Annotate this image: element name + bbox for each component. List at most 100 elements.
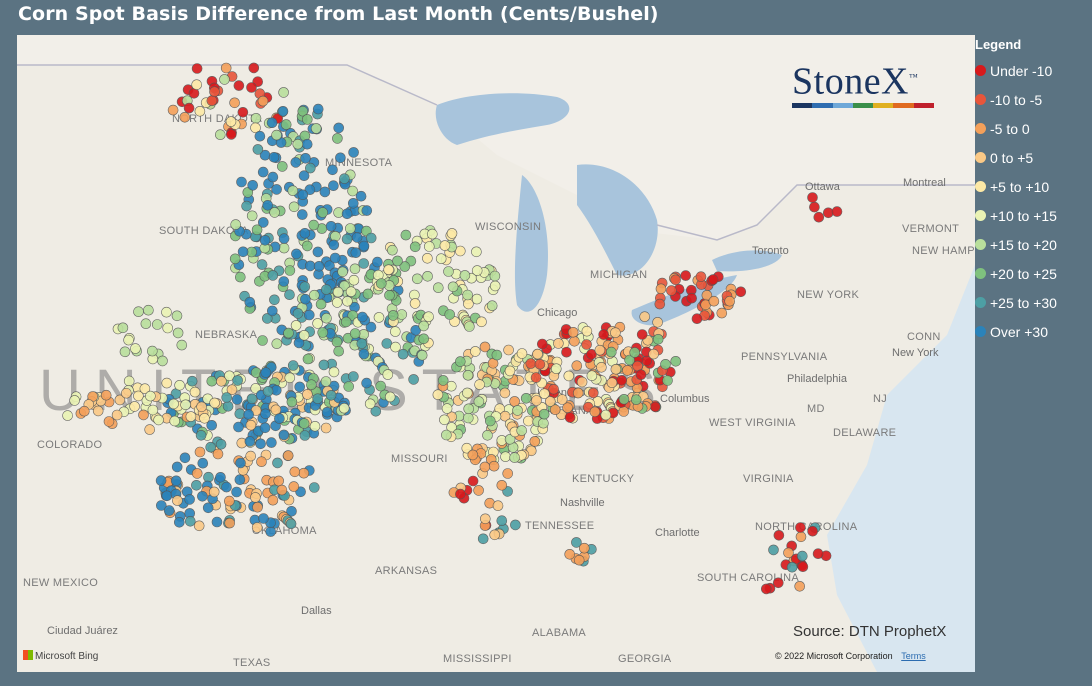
basis-point[interactable] bbox=[312, 318, 323, 329]
basis-point[interactable] bbox=[234, 408, 246, 420]
basis-point[interactable] bbox=[489, 529, 501, 541]
basis-point[interactable] bbox=[423, 311, 434, 323]
basis-point[interactable] bbox=[272, 457, 283, 469]
basis-point[interactable] bbox=[252, 501, 263, 513]
basis-point[interactable] bbox=[328, 366, 340, 378]
basis-point[interactable] bbox=[138, 409, 149, 421]
basis-point[interactable] bbox=[536, 338, 548, 350]
basis-point[interactable] bbox=[289, 466, 301, 478]
basis-point[interactable] bbox=[586, 370, 598, 382]
basis-point[interactable] bbox=[416, 349, 428, 361]
basis-point[interactable] bbox=[486, 300, 498, 312]
basis-point[interactable] bbox=[284, 265, 296, 276]
basis-point[interactable] bbox=[219, 74, 230, 85]
basis-point[interactable] bbox=[260, 408, 271, 420]
basis-point[interactable] bbox=[564, 412, 576, 423]
basis-point[interactable] bbox=[341, 208, 353, 220]
basis-point[interactable] bbox=[479, 461, 491, 473]
basis-point[interactable] bbox=[284, 372, 296, 384]
basis-point[interactable] bbox=[255, 438, 266, 450]
basis-point[interactable] bbox=[191, 468, 203, 479]
basis-point[interactable] bbox=[530, 372, 542, 383]
basis-point[interactable] bbox=[455, 488, 466, 500]
basis-point[interactable] bbox=[220, 62, 232, 74]
basis-point[interactable] bbox=[652, 316, 663, 328]
basis-point[interactable] bbox=[171, 310, 183, 322]
basis-point[interactable] bbox=[338, 402, 350, 414]
basis-point[interactable] bbox=[462, 369, 474, 381]
map-canvas[interactable]: UNITED STATES NORTH DAKOTA MINNESOTA SOUTH… bbox=[17, 35, 975, 672]
basis-point[interactable] bbox=[581, 339, 592, 350]
basis-point[interactable] bbox=[265, 526, 276, 537]
basis-point[interactable] bbox=[422, 253, 433, 264]
basis-point[interactable] bbox=[157, 355, 168, 367]
basis-point[interactable] bbox=[587, 387, 599, 399]
basis-point[interactable] bbox=[156, 500, 167, 511]
basis-point[interactable] bbox=[300, 153, 311, 164]
basis-point[interactable] bbox=[384, 289, 395, 301]
basis-point[interactable] bbox=[344, 223, 356, 234]
basis-point[interactable] bbox=[152, 319, 163, 330]
basis-point[interactable] bbox=[168, 398, 179, 410]
basis-point[interactable] bbox=[193, 520, 205, 532]
basis-point[interactable] bbox=[441, 403, 453, 414]
basis-point[interactable] bbox=[62, 410, 73, 421]
basis-point[interactable] bbox=[276, 161, 288, 172]
basis-point[interactable] bbox=[397, 348, 409, 360]
basis-point[interactable] bbox=[340, 316, 352, 328]
basis-point[interactable] bbox=[556, 394, 568, 405]
basis-point[interactable] bbox=[339, 173, 350, 184]
basis-point[interactable] bbox=[469, 346, 481, 357]
basis-point[interactable] bbox=[183, 102, 195, 114]
basis-point[interactable] bbox=[172, 327, 184, 339]
basis-point[interactable] bbox=[598, 329, 610, 340]
basis-point[interactable] bbox=[100, 389, 112, 401]
basis-point[interactable] bbox=[488, 460, 500, 472]
basis-point[interactable] bbox=[180, 399, 191, 411]
basis-point[interactable] bbox=[304, 162, 316, 174]
basis-point[interactable] bbox=[796, 550, 808, 562]
basis-point[interactable] bbox=[328, 180, 339, 191]
basis-point[interactable] bbox=[686, 292, 698, 304]
basis-point[interactable] bbox=[473, 396, 485, 407]
basis-point[interactable] bbox=[282, 450, 294, 461]
basis-point[interactable] bbox=[418, 333, 430, 345]
basis-point[interactable] bbox=[247, 180, 258, 191]
basis-point[interactable] bbox=[153, 414, 164, 426]
basis-point[interactable] bbox=[439, 240, 451, 251]
basis-point[interactable] bbox=[92, 405, 104, 417]
basis-point[interactable] bbox=[339, 280, 350, 292]
basis-point[interactable] bbox=[276, 484, 288, 496]
basis-point[interactable] bbox=[208, 486, 220, 498]
basis-point[interactable] bbox=[330, 231, 341, 242]
basis-point[interactable] bbox=[171, 461, 183, 473]
basis-point[interactable] bbox=[290, 320, 302, 331]
basis-point[interactable] bbox=[410, 324, 422, 336]
basis-point[interactable] bbox=[553, 338, 564, 349]
basis-point[interactable] bbox=[244, 436, 256, 447]
basis-point[interactable] bbox=[197, 457, 209, 469]
basis-point[interactable] bbox=[489, 280, 501, 292]
basis-point[interactable] bbox=[365, 232, 377, 244]
basis-point[interactable] bbox=[203, 471, 214, 483]
basis-point[interactable] bbox=[252, 144, 264, 155]
basis-point[interactable] bbox=[532, 348, 543, 360]
basis-point[interactable] bbox=[618, 393, 630, 405]
basis-point[interactable] bbox=[831, 206, 843, 217]
legend-item[interactable]: 0 to +5 bbox=[975, 143, 1092, 172]
basis-point[interactable] bbox=[435, 253, 447, 264]
basis-point[interactable] bbox=[332, 133, 343, 144]
basis-point[interactable] bbox=[317, 207, 329, 218]
basis-point[interactable] bbox=[163, 505, 175, 516]
basis-point[interactable] bbox=[123, 375, 135, 387]
basis-point[interactable] bbox=[358, 348, 370, 360]
basis-point[interactable] bbox=[301, 138, 313, 150]
basis-point[interactable] bbox=[809, 201, 820, 213]
basis-point[interactable] bbox=[262, 385, 274, 397]
basis-point[interactable] bbox=[206, 95, 218, 106]
basis-point[interactable] bbox=[212, 448, 224, 460]
basis-point[interactable] bbox=[361, 377, 372, 389]
basis-point[interactable] bbox=[342, 295, 353, 307]
basis-point[interactable] bbox=[594, 344, 606, 356]
basis-point[interactable] bbox=[69, 395, 80, 406]
